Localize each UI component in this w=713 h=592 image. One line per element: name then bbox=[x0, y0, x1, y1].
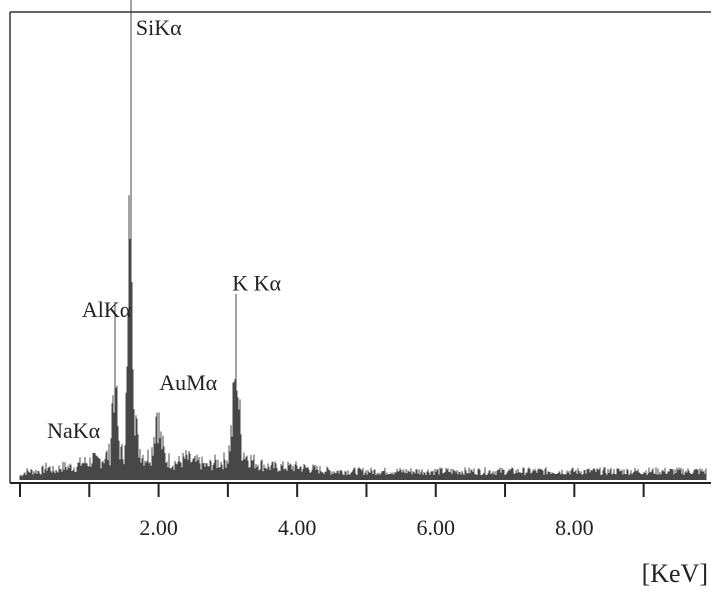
peak-label: K Kα bbox=[232, 270, 281, 295]
x-axis-ticks: 2.00 4.00 6.00 8.00 bbox=[19, 483, 645, 540]
peak-labels: NaKα AlKα SiKα AuMα K Kα bbox=[47, 15, 281, 443]
spectrum-layer bbox=[19, 0, 707, 480]
x-axis-unit-label: [KeV] bbox=[642, 559, 708, 588]
x-tick-label: 8.00 bbox=[555, 515, 594, 540]
peak-label: AlKα bbox=[82, 297, 132, 322]
plot-frame-group bbox=[9, 11, 711, 484]
peak-label: SiKα bbox=[136, 15, 182, 40]
peak-label: AuMα bbox=[159, 370, 217, 395]
peak-label: NaKα bbox=[47, 418, 101, 443]
x-tick-label: 2.00 bbox=[139, 515, 178, 540]
x-tick-label: 4.00 bbox=[278, 515, 317, 540]
x-tick-label: 6.00 bbox=[417, 515, 456, 540]
